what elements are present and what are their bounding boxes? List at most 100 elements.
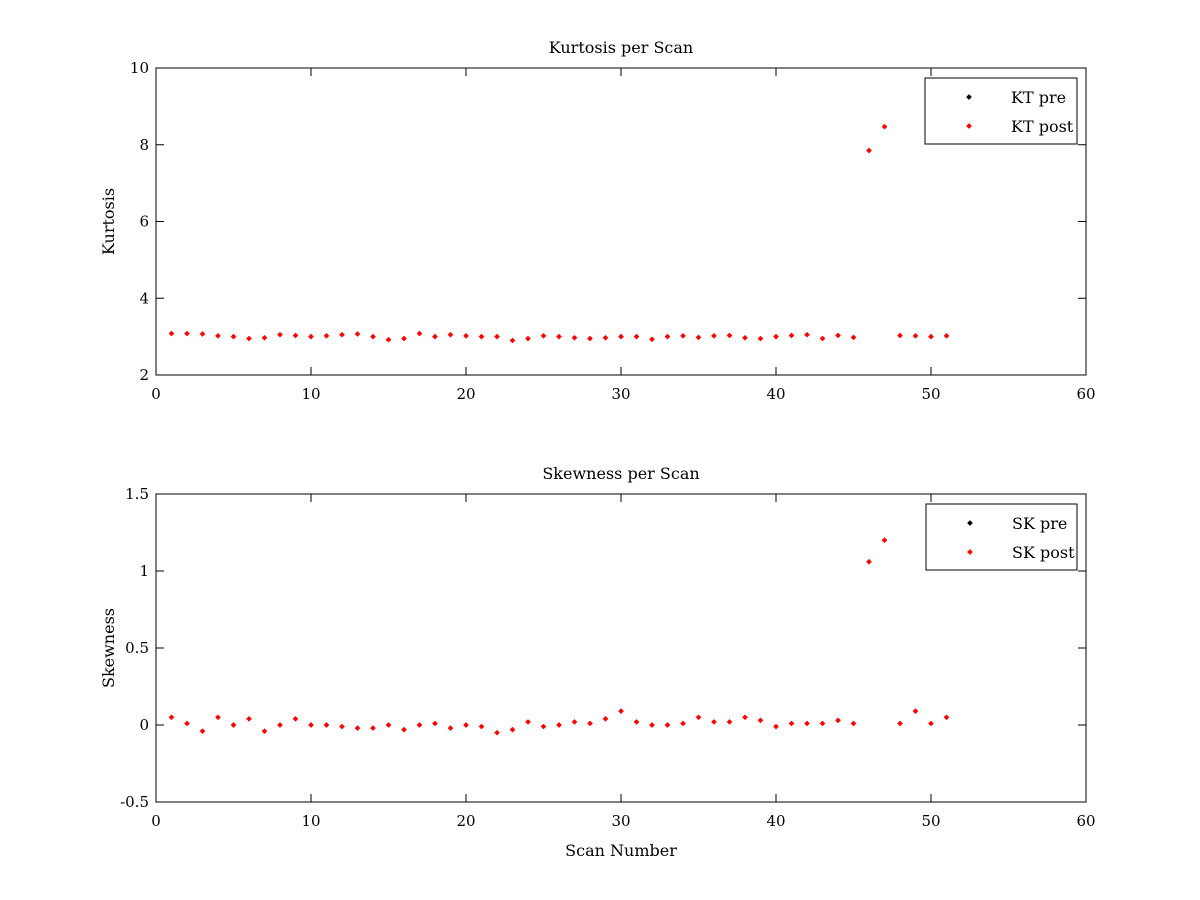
legend-label: KT pre: [1011, 88, 1066, 107]
data-point: [742, 334, 748, 341]
data-point: [478, 333, 485, 340]
data-point: [726, 719, 733, 725]
data-point: [370, 725, 376, 731]
x-tick-label: 20: [456, 812, 475, 830]
data-point: [912, 708, 919, 714]
data-point: [354, 725, 361, 731]
data-point: [525, 719, 531, 725]
data-point: [509, 337, 516, 344]
data-point: [711, 719, 717, 725]
data-point: [649, 722, 655, 728]
data-point: [230, 722, 237, 728]
y-axis-label: Skewness: [99, 608, 118, 688]
data-point: [323, 722, 330, 728]
data-point: [323, 333, 330, 339]
data-point: [726, 332, 733, 339]
data-point: [866, 147, 872, 154]
data-point: [571, 334, 578, 341]
data-point: [184, 720, 190, 727]
data-point: [897, 332, 903, 339]
data-point: [432, 333, 438, 340]
data-point: [230, 333, 237, 340]
data-point: [602, 716, 609, 722]
data-point: [199, 728, 206, 734]
data-point: [463, 333, 469, 339]
x-tick-label: 20: [456, 385, 475, 403]
data-point: [261, 334, 268, 341]
data-point: [199, 331, 206, 337]
data-point: [928, 720, 934, 727]
x-axis-label: Scan Number: [565, 841, 677, 860]
data-point: [261, 728, 268, 734]
data-point: [742, 714, 748, 721]
y-tick-label: 8: [139, 136, 149, 154]
data-point: [292, 716, 299, 722]
data-point: [711, 333, 717, 339]
data-point: [478, 723, 485, 730]
data-point: [215, 714, 221, 721]
data-point: [897, 720, 903, 727]
data-point: [587, 720, 593, 727]
x-tick-label: 0: [151, 812, 161, 830]
data-point: [850, 720, 857, 727]
legend-marker: [967, 520, 973, 526]
data-point: [928, 333, 934, 340]
data-point: [308, 722, 314, 728]
x-tick-label: 60: [1076, 385, 1095, 403]
x-tick-label: 40: [766, 812, 785, 830]
data-point: [494, 333, 500, 340]
data-point: [881, 537, 888, 544]
legend-marker: [966, 123, 972, 129]
y-tick-label: 10: [130, 59, 149, 77]
data-point: [602, 334, 609, 341]
x-tick-label: 10: [301, 385, 320, 403]
data-point: [819, 720, 826, 727]
x-tick-label: 50: [921, 385, 940, 403]
data-point: [680, 333, 686, 339]
data-point: [354, 331, 361, 337]
data-point: [308, 333, 314, 340]
data-point: [633, 719, 640, 725]
data-point: [757, 335, 764, 342]
data-point: [835, 717, 841, 724]
data-point: [881, 123, 888, 130]
data-point: [649, 336, 655, 343]
x-tick-label: 60: [1076, 812, 1095, 830]
y-tick-label: 1: [139, 562, 149, 580]
legend-marker: [967, 549, 973, 555]
data-point: [664, 722, 671, 728]
data-point: [571, 719, 578, 725]
data-point: [912, 333, 919, 339]
data-point: [943, 714, 950, 721]
data-point: [618, 708, 624, 714]
data-point: [680, 720, 686, 727]
data-point: [773, 723, 779, 730]
data-point: [866, 558, 872, 565]
data-point: [773, 333, 779, 340]
data-point: [556, 333, 562, 340]
data-point: [447, 725, 454, 731]
data-point: [339, 331, 345, 338]
data-point: [757, 717, 764, 724]
data-point: [804, 331, 810, 338]
data-point: [416, 330, 423, 337]
chart-title: Skewness per Scan: [542, 464, 699, 483]
y-tick-label: 4: [139, 289, 149, 307]
y-tick-label: 2: [139, 366, 149, 384]
y-tick-label: 1.5: [125, 485, 149, 503]
data-point: [215, 333, 221, 339]
data-point: [587, 335, 593, 342]
x-tick-label: 10: [301, 812, 320, 830]
y-tick-label: -0.5: [120, 793, 149, 811]
data-point: [370, 333, 376, 340]
data-point: [401, 726, 407, 733]
data-point: [246, 716, 252, 722]
data-point: [432, 720, 438, 727]
data-point: [943, 333, 950, 339]
data-point: [339, 723, 345, 730]
data-point: [804, 720, 810, 727]
legend-box: [925, 503, 1078, 571]
y-tick-label: 6: [139, 213, 149, 231]
chart-title: Kurtosis per Scan: [549, 38, 693, 57]
data-point: [540, 723, 547, 730]
